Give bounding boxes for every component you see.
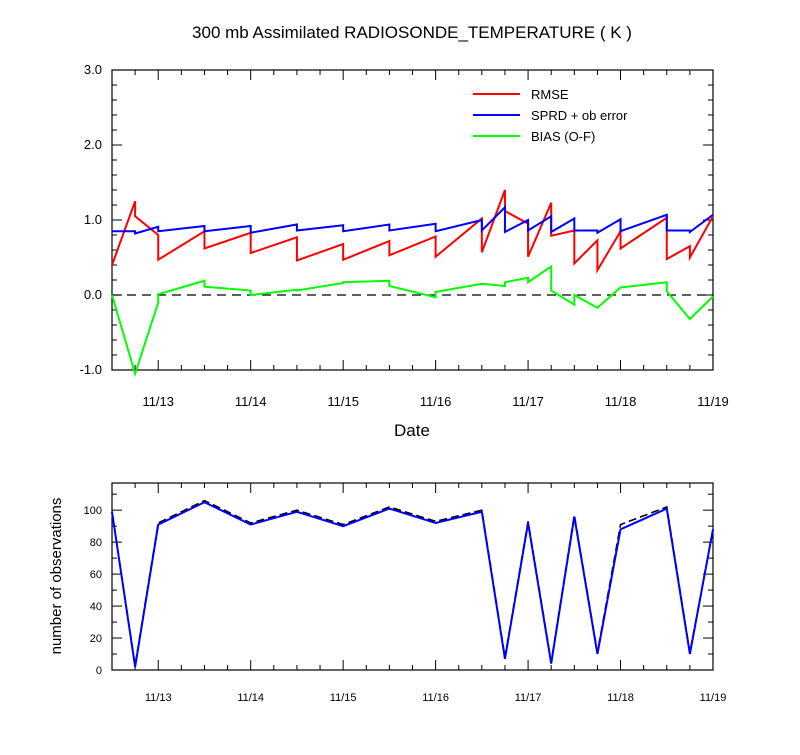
bottom-x-tick-label: 11/13 xyxy=(145,692,172,704)
bottom-x-tick-label: 11/19 xyxy=(700,692,727,704)
bottom-series-used xyxy=(111,501,714,667)
bottom-series-possible xyxy=(111,499,714,666)
top-chart-x-axis-label: Date xyxy=(394,421,430,440)
top-y-tick-label: 2.0 xyxy=(84,137,102,152)
top-x-tick-label: 11/14 xyxy=(235,394,267,409)
top-y-tick-label: 1.0 xyxy=(84,212,102,227)
bottom-x-tick-label: 11/14 xyxy=(237,692,264,704)
bottom-y-tick-label: 60 xyxy=(90,569,102,581)
bottom-y-tick-label: 0 xyxy=(96,665,102,677)
bottom-y-tick-label: 80 xyxy=(90,537,102,549)
bottom-y-tick-label: 100 xyxy=(84,505,102,517)
bottom-chart-y-axis-label: number of observations xyxy=(48,498,65,655)
top-y-tick-label: -1.0 xyxy=(80,362,102,377)
bottom-chart-plot: 11/13 11/14 11/15 11/16 11/17 11/18 11/19 0 20 40… xyxy=(84,482,727,704)
bottom-x-tick-label: 11/16 xyxy=(422,692,449,704)
top-x-tick-label: 11/19 xyxy=(697,394,729,409)
top-series-rmse xyxy=(111,189,714,274)
top-x-tick-label: 11/13 xyxy=(142,394,174,409)
legend-label: BIAS (O-F) xyxy=(531,129,595,144)
top-series-bias-o-f xyxy=(111,264,714,378)
legend-label: SPRD + ob error xyxy=(531,108,628,123)
top-x-tick-label: 11/15 xyxy=(327,394,359,409)
top-series-sprd-ob-error xyxy=(112,204,714,235)
top-x-tick-label: 11/18 xyxy=(605,394,637,409)
top-y-tick-label: 0.0 xyxy=(84,287,102,302)
top-x-tick-label: 11/17 xyxy=(512,394,544,409)
top-chart-title: 300 mb Assimilated RADIOSONDE_TEMPERATUR… xyxy=(192,23,632,42)
top-chart-plot: 11/13 11/14 11/15 11/16 11/17 11/18 11/19 -1.0 0… xyxy=(80,62,729,409)
bottom-x-tick-label: 11/17 xyxy=(515,692,542,704)
bottom-frame xyxy=(111,482,714,671)
top-chart-legend: RMSE SPRD + ob error BIAS (O-F) xyxy=(473,87,628,144)
top-y-tick-label: 3.0 xyxy=(84,62,102,77)
bottom-y-tick-label: 20 xyxy=(90,633,102,645)
legend-label: RMSE xyxy=(531,87,569,102)
bottom-x-tick-label: 11/18 xyxy=(607,692,634,704)
top-x-tick-label: 11/16 xyxy=(420,394,452,409)
bottom-x-tick-label: 11/15 xyxy=(330,692,357,704)
bottom-y-tick-label: 40 xyxy=(90,601,102,613)
